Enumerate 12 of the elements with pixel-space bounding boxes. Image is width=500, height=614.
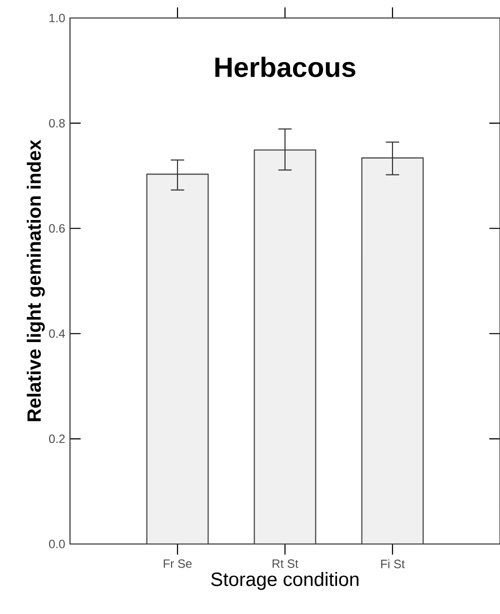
y-tick-label: 0.2 — [49, 434, 65, 444]
x-tick-label: Fr Se — [164, 559, 192, 568]
text: Herbacous — [215, 56, 356, 78]
y-tick-label: 0.0 — [49, 540, 65, 548]
x-tick-label: Rt St — [272, 559, 298, 568]
y-tick-label: 0.8 — [49, 118, 65, 128]
y-tick-label: 0.4 — [49, 329, 65, 338]
y-tick-label: 0.6 — [49, 224, 65, 233]
x-tick-label: Fi St — [381, 559, 405, 568]
x-axis-title: Storage condition — [211, 572, 358, 590]
y-tick-label: 1.0 — [50, 14, 65, 22]
y-axis-title: Relative light gemination index — [26, 140, 45, 422]
